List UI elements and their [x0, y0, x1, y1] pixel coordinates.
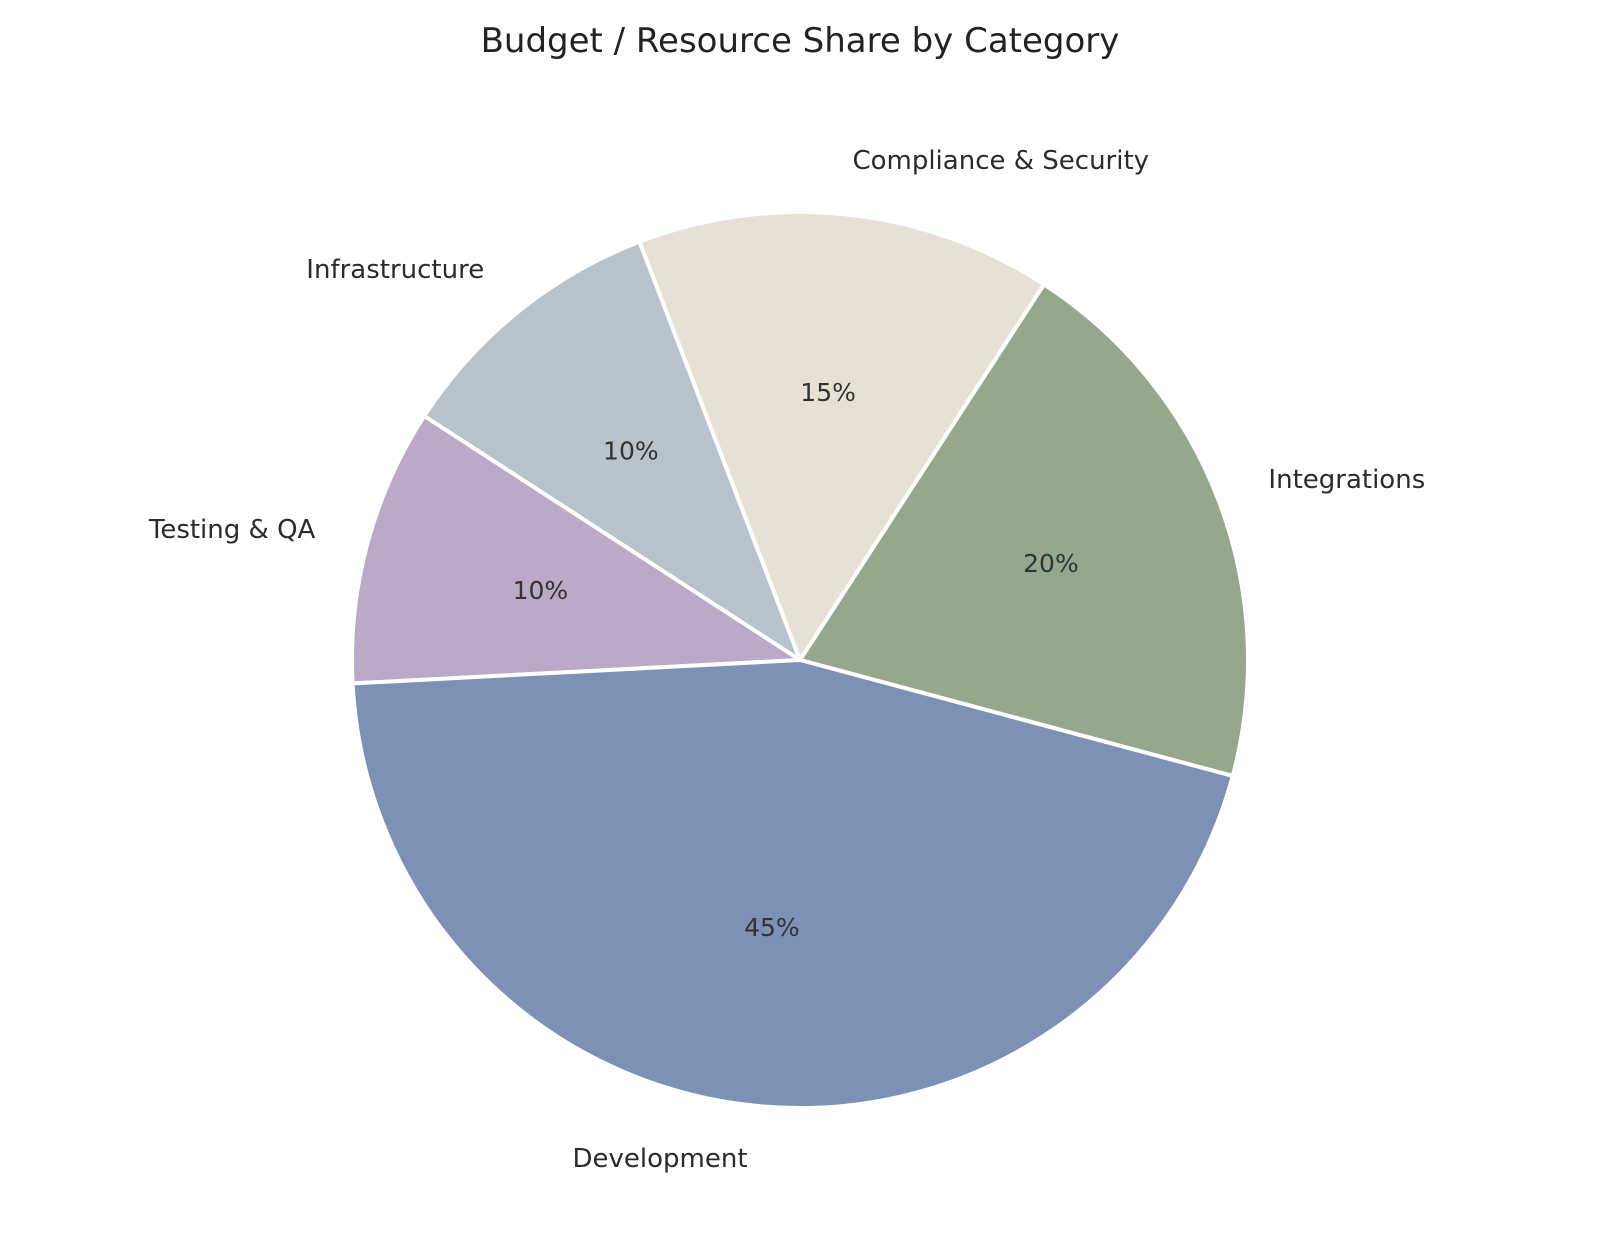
pie-slice-compliance-and-security: [636, 210, 1047, 665]
percent-labels: 20% 15% 10% 10% 45%: [513, 378, 1079, 942]
chart-title: Budget / Resource Share by Category: [481, 21, 1120, 61]
percent-label-development: 45%: [744, 913, 800, 942]
category-label-testing-and-qa: Testing & QA: [148, 515, 316, 545]
percent-label-integrations: 20%: [1023, 549, 1079, 578]
category-label-integrations: Integrations: [1268, 465, 1425, 495]
pie-slices: [350, 210, 1250, 1110]
pie-slice-integrations: [796, 281, 1250, 779]
pie-slice-testing-and-qa: [350, 413, 807, 686]
category-label-compliance-and-security: Compliance & Security: [852, 146, 1149, 176]
category-label-development: Development: [573, 1144, 748, 1174]
category-label-infrastructure: Infrastructure: [306, 255, 484, 285]
pie-slice-development: [350, 657, 1236, 1110]
percent-label-infrastructure: 10%: [603, 437, 659, 466]
percent-label-compliance-and-security: 15%: [800, 378, 856, 407]
category-labels: Integrations Compliance & Security Infrast…: [148, 146, 1425, 1174]
pie-slice-infrastructure: [421, 239, 805, 666]
percent-label-testing-and-qa: 10%: [513, 576, 569, 605]
